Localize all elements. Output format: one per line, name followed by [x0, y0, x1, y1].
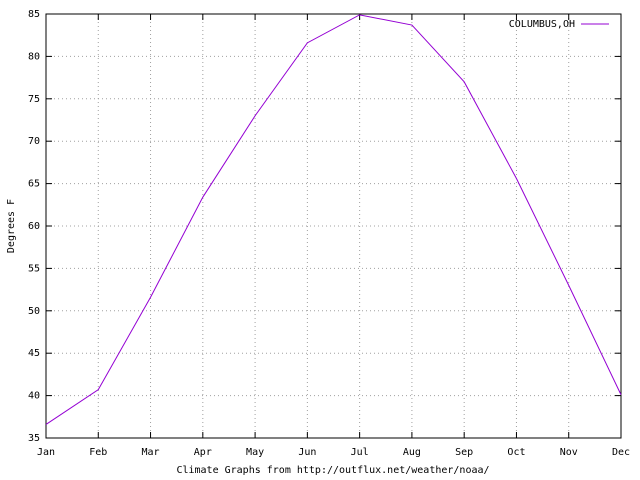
x-tick-label: Apr: [194, 447, 212, 458]
x-tick-label: Nov: [560, 447, 578, 458]
x-tick-label: Oct: [507, 447, 525, 458]
y-tick-label: 70: [28, 136, 40, 147]
y-tick-label: 65: [28, 179, 40, 190]
plot-frame: [45, 13, 622, 439]
x-tick-label: Sep: [455, 447, 473, 458]
y-tick-label: 55: [28, 263, 40, 274]
x-tick-label: Aug: [403, 447, 421, 458]
y-tick-label: 80: [28, 51, 40, 62]
y-tick-label: 40: [28, 391, 40, 402]
legend-label: COLUMBUS,OH: [509, 19, 575, 30]
y-tick-label: 45: [28, 348, 40, 359]
y-tick-label: 60: [28, 221, 40, 232]
x-tick-label: Dec: [612, 447, 630, 458]
y-tick-label: 75: [28, 94, 40, 105]
x-tick-label: Feb: [89, 447, 107, 458]
x-tick-label: Mar: [142, 447, 160, 458]
y-axis-label: Degrees F: [6, 199, 17, 253]
x-tick-label: Jul: [351, 447, 369, 458]
x-tick-label: Jun: [298, 447, 316, 458]
y-tick-label: 50: [28, 306, 40, 317]
data-line: [45, 14, 622, 425]
x-tick-label: May: [246, 447, 264, 458]
y-tick-label: 35: [28, 433, 40, 444]
y-tick-label: 85: [28, 9, 40, 20]
x-axis-label: Climate Graphs from http://outflux.net/w…: [176, 465, 489, 476]
x-tick-label: Jan: [37, 447, 55, 458]
